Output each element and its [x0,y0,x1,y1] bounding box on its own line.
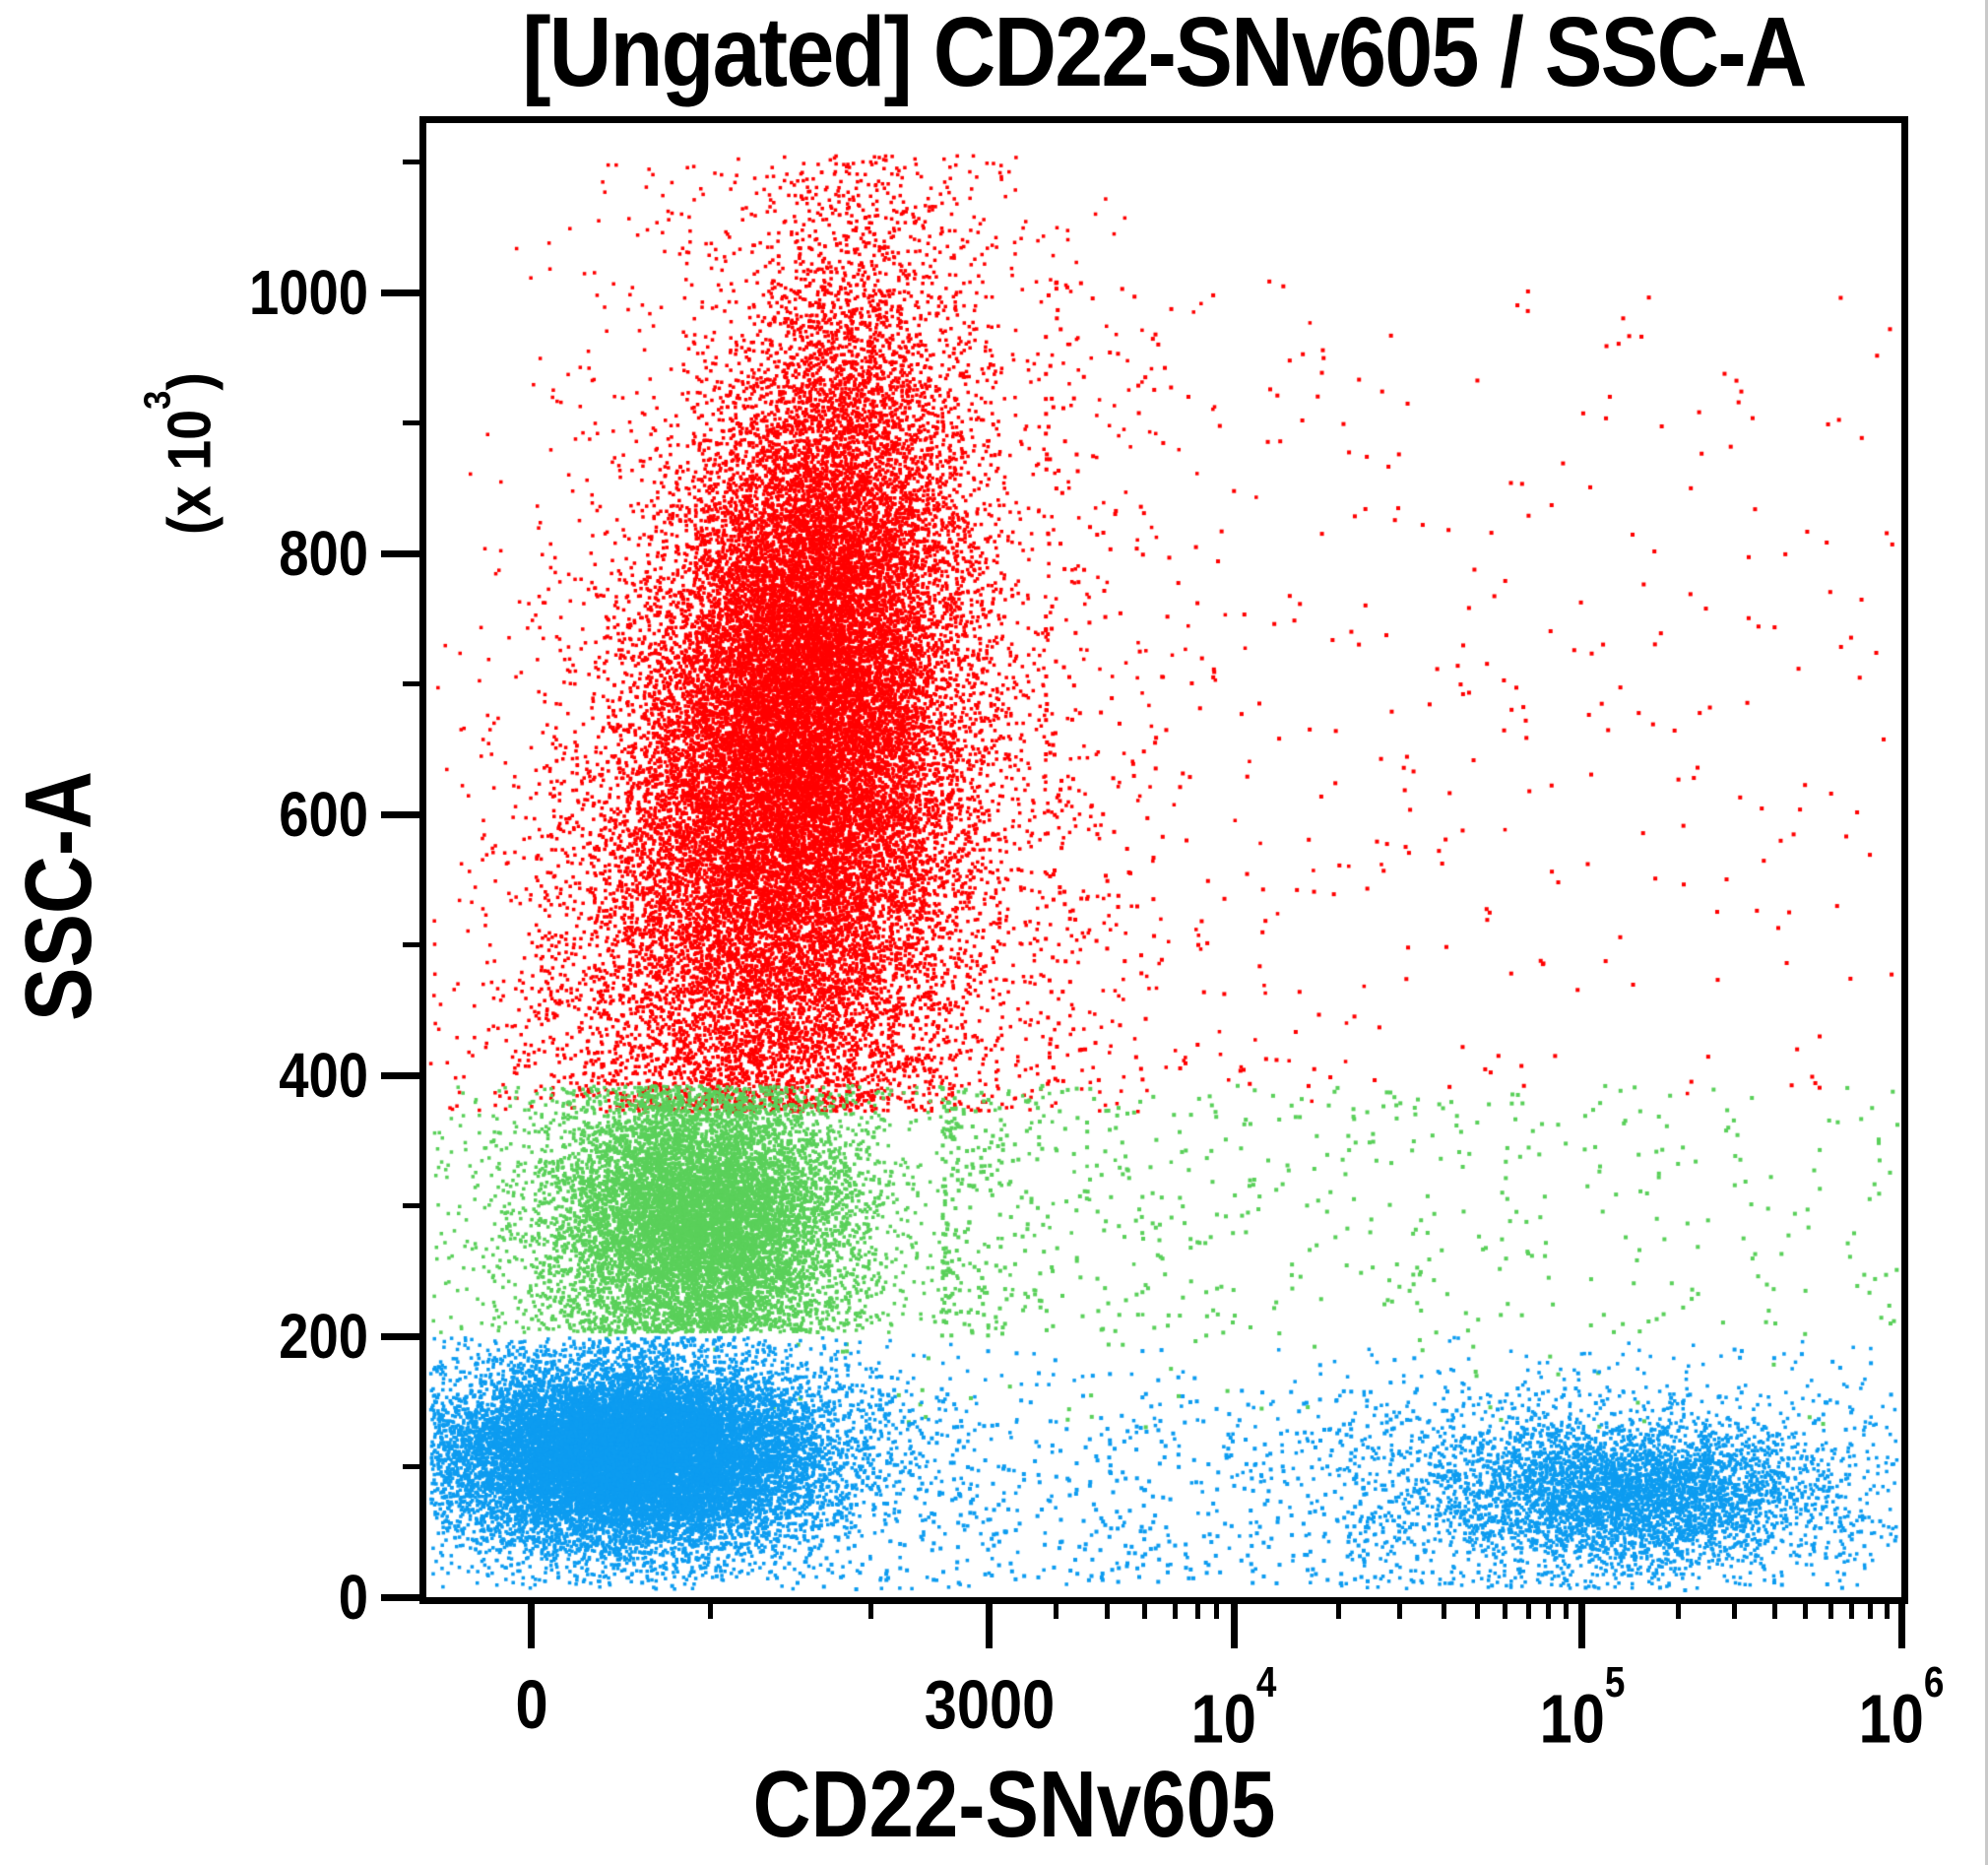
y-minor-tick [403,1464,426,1470]
x-minor-tick [1104,1597,1110,1619]
y-major-tick [381,810,426,818]
x-tick-label: 0 [515,1666,548,1743]
x-tick-label-exponent: 4 [1255,1659,1277,1707]
y-tick-label: 400 [279,1040,368,1112]
x-minor-tick [1474,1597,1480,1619]
x-tick-label-base: 10 [1539,1680,1605,1758]
x-minor-tick [1053,1597,1058,1619]
y-minor-tick [403,942,426,948]
x-minor-tick [1868,1597,1874,1619]
y-minor-tick [403,1203,426,1209]
x-minor-tick [868,1597,874,1619]
x-minor-tick [1828,1597,1833,1619]
y-minor-tick [403,681,426,687]
x-minor-tick [1771,1597,1777,1619]
x-minor-tick [1194,1597,1200,1619]
y-major-tick [381,1071,426,1079]
x-major-tick [986,1597,994,1648]
x-tick-label: 105 [1456,1659,1707,1758]
y-minor-tick [403,420,426,426]
x-axis-title: CD22-SNv605 [752,1752,1276,1857]
y-tick-label: 1000 [248,257,368,329]
x-major-tick [1578,1597,1586,1648]
x-tick-label-exponent: 6 [1923,1659,1945,1707]
y-multiplier-exponent: 3 [136,390,179,410]
x-major-tick [1897,1597,1905,1648]
y-multiplier-suffix: ) [156,371,224,391]
x-minor-tick [1336,1597,1342,1619]
x-minor-tick [1546,1597,1552,1619]
y-tick-label: 600 [279,779,368,851]
scatter-canvas[interactable] [426,123,1901,1597]
x-minor-tick [1214,1597,1220,1619]
x-minor-tick [1884,1597,1890,1619]
y-tick-label: 800 [279,518,368,590]
x-major-tick [1230,1597,1238,1648]
x-tick-label-exponent: 5 [1604,1659,1626,1707]
x-minor-tick [1525,1597,1531,1619]
y-major-tick [381,1332,426,1340]
x-tick-label: 106 [1776,1659,1986,1758]
plot-title: [Ungated] CD22-SNv605 / SSC-A [522,0,1807,107]
x-tick-label-base: 10 [1190,1680,1256,1758]
y-multiplier-prefix: (x 10 [156,409,224,536]
y-major-tick [381,549,426,557]
y-tick-label: 200 [279,1301,368,1373]
y-tick-label: 0 [338,1562,368,1633]
x-major-tick [528,1597,536,1648]
x-tick-label: 104 [1109,1659,1360,1758]
y-major-tick [381,1593,426,1601]
x-minor-tick [1441,1597,1446,1619]
x-minor-tick [1564,1597,1570,1619]
x-minor-tick [1142,1597,1148,1619]
y-major-tick [381,289,426,296]
x-minor-tick [708,1597,714,1619]
y-minor-tick [403,160,426,165]
plot-area[interactable] [419,116,1908,1604]
x-minor-tick [1849,1597,1855,1619]
x-minor-tick [1676,1597,1682,1619]
x-tick-label: 3000 [924,1666,1056,1743]
x-minor-tick [1502,1597,1507,1619]
x-minor-tick [1802,1597,1808,1619]
x-minor-tick [1173,1597,1179,1619]
x-minor-tick [1732,1597,1738,1619]
x-tick-label-base: 10 [1858,1680,1924,1758]
x-minor-tick [1397,1597,1403,1619]
